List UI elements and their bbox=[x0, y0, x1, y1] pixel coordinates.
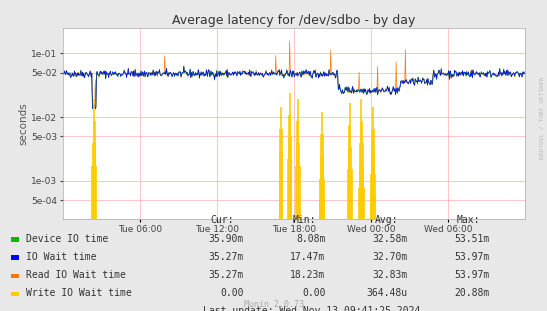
Text: 18.23m: 18.23m bbox=[290, 270, 325, 280]
Y-axis label: seconds: seconds bbox=[19, 102, 28, 145]
Text: Max:: Max: bbox=[457, 216, 480, 225]
Text: 364.48u: 364.48u bbox=[366, 288, 408, 298]
Text: 32.58m: 32.58m bbox=[373, 234, 408, 244]
Text: 0.00: 0.00 bbox=[220, 288, 243, 298]
Text: Device IO time: Device IO time bbox=[26, 234, 108, 244]
Text: 35.90m: 35.90m bbox=[208, 234, 243, 244]
Text: 35.27m: 35.27m bbox=[208, 270, 243, 280]
Text: 20.88m: 20.88m bbox=[455, 288, 490, 298]
Text: IO Wait time: IO Wait time bbox=[26, 252, 97, 262]
Text: 32.70m: 32.70m bbox=[373, 252, 408, 262]
Text: Avg:: Avg: bbox=[375, 216, 398, 225]
Text: 53.97m: 53.97m bbox=[455, 252, 490, 262]
Text: Write IO Wait time: Write IO Wait time bbox=[26, 288, 132, 298]
Text: 32.83m: 32.83m bbox=[373, 270, 408, 280]
Text: 53.51m: 53.51m bbox=[455, 234, 490, 244]
Text: Cur:: Cur: bbox=[211, 216, 234, 225]
Text: 8.08m: 8.08m bbox=[296, 234, 325, 244]
Title: Average latency for /dev/sdbo - by day: Average latency for /dev/sdbo - by day bbox=[172, 14, 416, 27]
Text: Last update: Wed Nov 13 09:41:25 2024: Last update: Wed Nov 13 09:41:25 2024 bbox=[203, 306, 421, 311]
Text: Read IO Wait time: Read IO Wait time bbox=[26, 270, 126, 280]
Text: Munin 2.0.73: Munin 2.0.73 bbox=[243, 299, 304, 309]
Text: RRDTOOL / TOBI OETIKER: RRDTOOL / TOBI OETIKER bbox=[539, 77, 544, 160]
Text: 53.97m: 53.97m bbox=[455, 270, 490, 280]
Text: 17.47m: 17.47m bbox=[290, 252, 325, 262]
Text: 35.27m: 35.27m bbox=[208, 252, 243, 262]
Text: Min:: Min: bbox=[293, 216, 316, 225]
Text: 0.00: 0.00 bbox=[302, 288, 325, 298]
